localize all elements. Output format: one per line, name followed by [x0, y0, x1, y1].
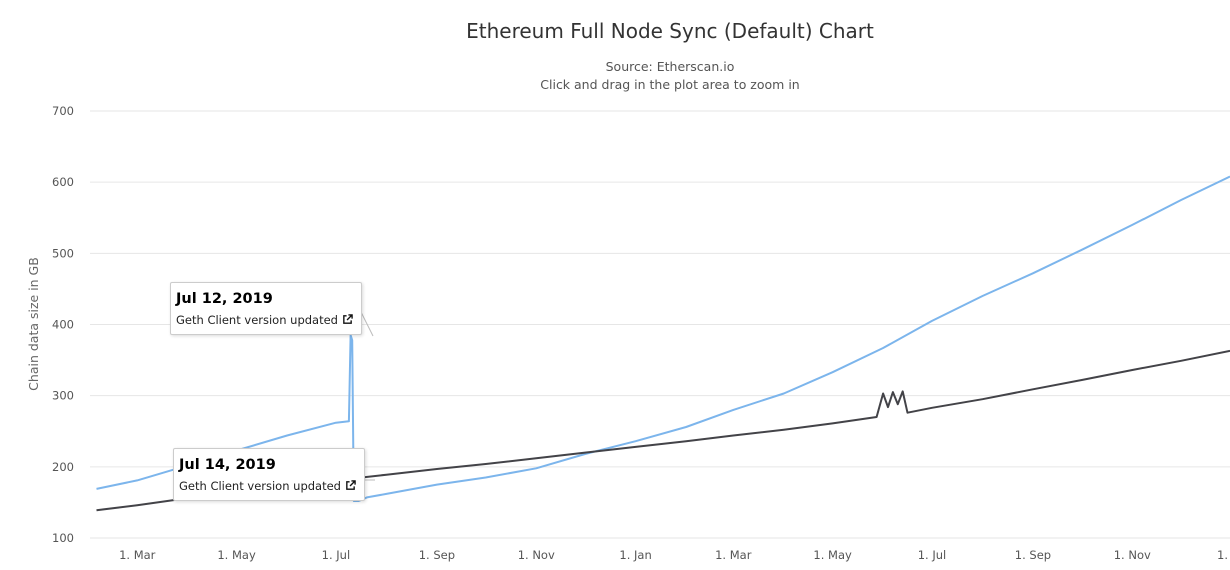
y-tick-label: 400 — [52, 318, 74, 332]
x-tick-label: 1. Jul — [322, 548, 351, 562]
x-tick-label: 1. Mar — [119, 548, 156, 562]
annotation-callout[interactable]: Jul 14, 2019 Geth Client version updated — [173, 448, 365, 501]
x-tick-label: 1. May — [217, 548, 256, 562]
x-tick-label: 1. Nov — [1114, 548, 1151, 562]
annotation-date: Jul 14, 2019 — [179, 457, 276, 473]
annotation-label: Geth Client version updated — [179, 479, 341, 493]
x-tick-labels: 1. Mar 1. May 1. Jul 1. Sep 1. Nov 1. Jan 1. M… — [119, 548, 1228, 562]
y-tick-label: 700 — [52, 104, 74, 118]
y-tick-label: 100 — [52, 531, 74, 545]
x-tick-label: 1. Sep — [419, 548, 455, 562]
x-tick-label: 1. Nov — [518, 548, 555, 562]
y-tick-label: 200 — [52, 460, 74, 474]
y-tick-label: 300 — [52, 389, 74, 403]
zoom-hint: Click and drag in the plot area to zoom … — [540, 77, 799, 92]
x-tick-label: 1. Jul — [918, 548, 947, 562]
external-link-icon[interactable] — [345, 480, 356, 491]
y-tick-label: 500 — [52, 246, 74, 260]
y-tick-label: 600 — [52, 175, 74, 189]
x-tick-label: 1. Jan — [619, 548, 651, 562]
annotation-text: Geth Client version updated — [179, 478, 356, 494]
x-tick-label: 1. May — [813, 548, 852, 562]
chart-subtitle: Source: Etherscan.io — [606, 59, 735, 74]
series-line-1[interactable] — [96, 175, 1230, 502]
annotation-date: Jul 12, 2019 — [176, 291, 273, 307]
y-axis-label: Chain data size in GB — [26, 257, 41, 391]
y-tick-labels: 100 200 300 400 500 600 700 — [52, 104, 74, 545]
annotation-callout[interactable]: Jul 12, 2019 Geth Client version updated — [170, 282, 362, 335]
x-tick-label: 1. Mar — [715, 548, 752, 562]
chart-title: Ethereum Full Node Sync (Default) Chart — [466, 19, 874, 43]
external-link-icon[interactable] — [342, 314, 353, 325]
annotation-label: Geth Client version updated — [176, 313, 338, 327]
x-tick-label: 1. Sep — [1015, 548, 1051, 562]
annotation-text: Geth Client version updated — [176, 312, 353, 328]
x-tick-label: 1. — [1217, 548, 1228, 562]
